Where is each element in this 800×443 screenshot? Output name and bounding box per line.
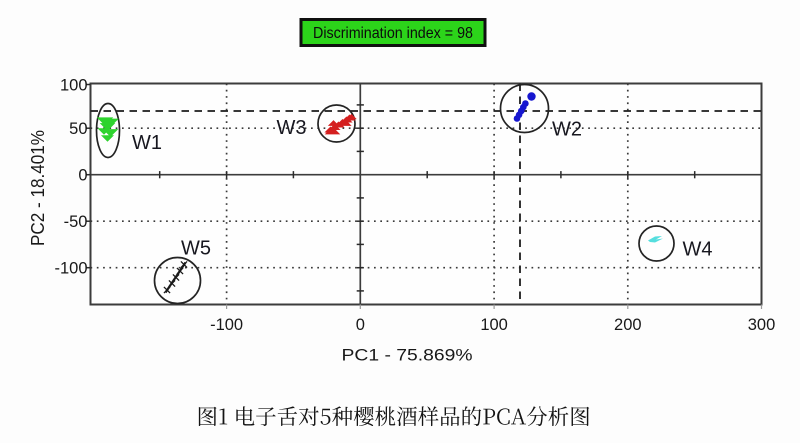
svg-text:0: 0 xyxy=(356,316,365,334)
svg-text:Discrimination index = 98: Discrimination index = 98 xyxy=(313,25,473,42)
svg-text:W2: W2 xyxy=(552,118,582,140)
svg-text:50: 50 xyxy=(69,120,87,138)
svg-text:PC1 - 75.869%: PC1 - 75.869% xyxy=(342,346,473,365)
svg-text:-100: -100 xyxy=(54,260,87,278)
svg-text:300: 300 xyxy=(748,316,776,334)
svg-text:200: 200 xyxy=(614,316,642,334)
svg-text:100: 100 xyxy=(60,76,88,94)
svg-text:100: 100 xyxy=(480,316,508,334)
svg-text:W3: W3 xyxy=(277,117,307,139)
svg-text:W5: W5 xyxy=(181,237,211,259)
svg-text:W1: W1 xyxy=(132,132,162,154)
svg-text:-100: -100 xyxy=(210,316,243,334)
svg-text:-50: -50 xyxy=(64,213,88,231)
svg-text:0: 0 xyxy=(78,167,87,185)
svg-text:W4: W4 xyxy=(683,238,713,260)
svg-text:PC2 - 18.401%: PC2 - 18.401% xyxy=(28,130,48,246)
